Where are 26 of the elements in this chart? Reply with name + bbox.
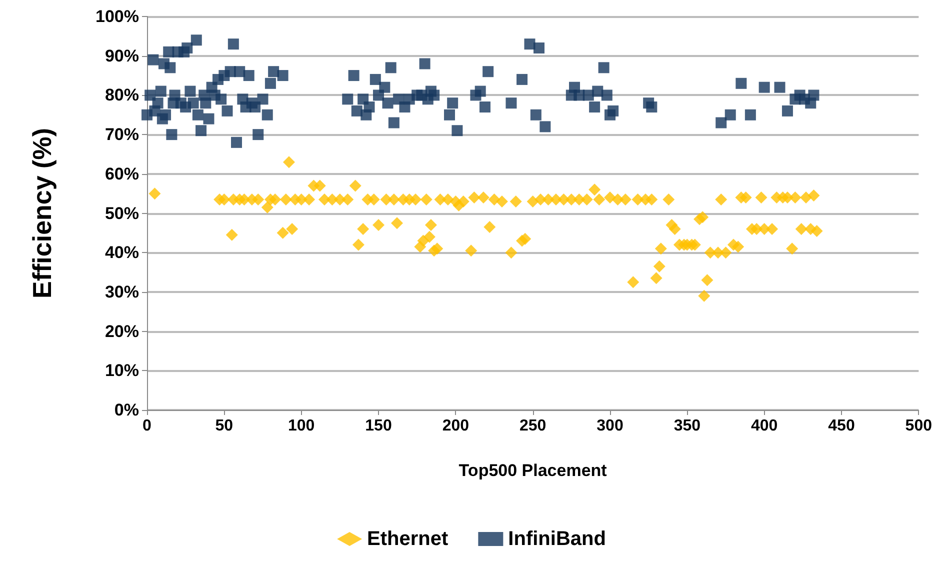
x-tick-label: 400 [750,418,778,434]
x-tick-label: 350 [674,418,701,434]
x-tick-label: 250 [519,418,546,434]
x-tick-label: 0 [142,418,152,434]
x-tick-label: 100 [288,418,315,434]
y-tick-label: 90% [104,46,139,66]
y-tick-label: 20% [104,322,139,341]
x-axis-title: Top500 Placement [458,461,608,480]
y-tick-label: 0% [114,400,139,420]
y-tick-label: 70% [104,125,139,144]
x-tick-label: 500 [905,418,932,434]
y-axis-title: Efficiency (%) [27,128,57,298]
x-tick-label: 450 [828,418,855,434]
x-tick-label: 50 [215,418,234,434]
y-tick-label: 10% [104,361,139,380]
y-tick-label: 30% [104,282,139,302]
x-tick-label: 200 [442,418,470,434]
y-tick-label: 80% [104,86,139,105]
y-tick-label: 40% [104,243,139,262]
y-tick-label: 50% [104,204,139,223]
x-tick-label: 150 [365,418,392,434]
legend-label: InfiniBand [508,528,606,550]
x-tick-label: 300 [596,418,624,434]
legend-label: Ethernet [367,528,449,550]
y-tick-label: 60% [104,164,139,184]
y-tick-label: 100% [96,7,139,26]
